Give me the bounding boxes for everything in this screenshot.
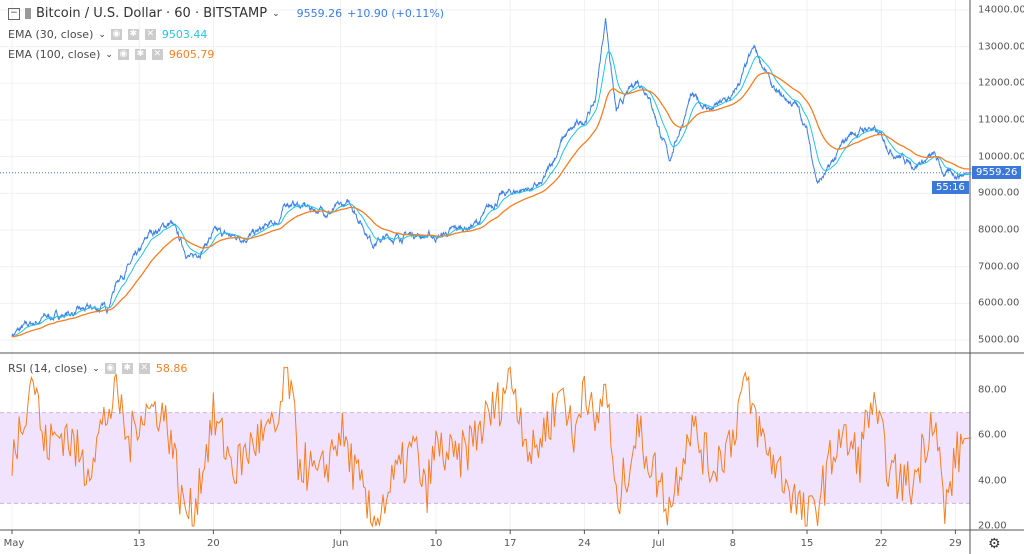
price-tick-label: 8000.00 [978, 224, 1020, 236]
ema100-line [12, 72, 972, 338]
time-tick-label: 10 [429, 538, 443, 549]
chevron-down-icon[interactable]: ⌄ [272, 8, 280, 19]
time-tick-label: 17 [503, 538, 517, 549]
time-tick-label: Jul [652, 538, 665, 549]
ema100-legend: EMA (100, close) ⌄ ◉ ✱ ✕ 9605.79 [8, 48, 214, 61]
rsi-tick-label: 60.00 [978, 429, 1007, 441]
rsi-label[interactable]: RSI (14, close) [8, 362, 88, 375]
time-tick-label: 22 [874, 538, 888, 549]
gear-icon[interactable]: ⚙ [988, 536, 1001, 552]
time-tick-label: Jun [332, 538, 349, 549]
ema100-value: 9605.79 [168, 48, 215, 61]
time-tick-label: May [3, 538, 25, 549]
price-series-line [11, 18, 972, 338]
price-tick-label: 6000.00 [978, 297, 1020, 309]
price-tick-label: 7000.00 [978, 261, 1020, 273]
gear-icon[interactable]: ✱ [134, 49, 146, 60]
time-tick-label: 20 [207, 538, 220, 549]
ema30-value: 9503.44 [161, 28, 208, 41]
chevron-down-icon[interactable]: ⌄ [105, 49, 113, 60]
price-tick-label: 11000.00 [978, 114, 1024, 126]
price-tick-label: 12000.00 [978, 77, 1024, 89]
time-tick-label: 8 [729, 538, 736, 549]
rsi-line [11, 366, 972, 528]
price-tick-label: 5000.00 [978, 334, 1020, 346]
close-icon[interactable]: ✕ [144, 29, 156, 40]
price-tick-label: 13000.00 [978, 41, 1024, 53]
eye-icon[interactable]: ◉ [104, 363, 116, 374]
close-icon[interactable]: ✕ [138, 363, 150, 374]
time-tick-label: 13 [132, 538, 146, 549]
rsi-legend: RSI (14, close) ⌄ ◉ ✱ ✕ 58.86 [8, 362, 187, 375]
rsi-tick-label: 20.00 [978, 520, 1007, 532]
symbol-legend: − Bitcoin / U.S. Dollar · 60 · BITSTAMP … [8, 6, 444, 21]
chevron-down-icon[interactable]: ⌄ [92, 363, 100, 374]
rsi-tick-label: 40.00 [978, 475, 1007, 487]
flag-icon [25, 8, 31, 19]
rsi-band [0, 412, 970, 504]
time-tick-label: 29 [949, 538, 962, 549]
rsi-tick-label: 80.00 [978, 384, 1007, 396]
eye-icon[interactable]: ◉ [110, 29, 122, 40]
countdown-tag: 55:16 [932, 181, 969, 194]
close-icon[interactable]: ✕ [151, 49, 163, 60]
eye-icon[interactable]: ◉ [117, 49, 129, 60]
symbol-title[interactable]: Bitcoin / U.S. Dollar · 60 · BITSTAMP [36, 6, 268, 21]
rsi-value: 58.86 [155, 362, 188, 375]
ema100-label[interactable]: EMA (100, close) [8, 48, 101, 61]
last-price: 9559.26 [296, 7, 343, 20]
chevron-down-icon[interactable]: ⌄ [98, 29, 106, 40]
ema30-line [11, 50, 972, 338]
collapse-icon[interactable]: − [8, 7, 20, 20]
ema30-legend: EMA (30, close) ⌄ ◉ ✱ ✕ 9503.44 [8, 28, 207, 41]
gear-icon[interactable]: ✱ [121, 363, 133, 374]
price-change: +10.90 (+0.11%) [347, 7, 445, 20]
gear-icon[interactable]: ✱ [127, 29, 139, 40]
last-price-tag: 9559.26 [972, 166, 1022, 179]
time-tick-label: 24 [578, 538, 591, 549]
time-tick-label: 15 [800, 538, 814, 549]
price-tick-label: 10000.00 [978, 151, 1024, 163]
ema30-label[interactable]: EMA (30, close) [8, 28, 94, 41]
price-tick-label: 9000.00 [978, 187, 1020, 199]
price-tick-label: 14000.00 [978, 4, 1024, 16]
